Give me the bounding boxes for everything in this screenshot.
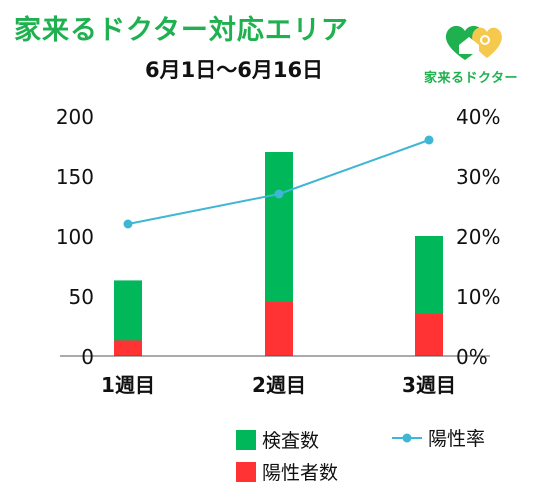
positivity-rate-point-1 — [124, 220, 133, 229]
legend-label-rate: 陽性率 — [428, 428, 485, 450]
positivity-rate-point-2 — [275, 190, 284, 199]
positivity-rate-point-3 — [425, 136, 434, 145]
bar-positives-1 — [114, 340, 142, 356]
y-right-tick: 0% — [456, 345, 488, 369]
bar-positives-3 — [415, 314, 443, 356]
y-left-tick: 0 — [81, 345, 94, 369]
x-category-label: 2週目 — [252, 373, 306, 397]
x-category-label: 1週目 — [101, 373, 155, 397]
legend-label-tests: 検査数 — [262, 430, 319, 452]
y-right-tick: 40% — [456, 105, 500, 129]
y-left-tick: 150 — [56, 165, 94, 189]
legend-swatch-rate-point — [403, 434, 412, 443]
y-left-tick: 50 — [69, 285, 94, 309]
y-left-tick: 200 — [56, 105, 94, 129]
y-right-tick: 10% — [456, 285, 500, 309]
bar-positives-2 — [265, 302, 293, 356]
y-right-tick: 20% — [456, 225, 500, 249]
legend-swatch-positives — [236, 462, 256, 482]
legend-swatch-tests — [236, 430, 256, 450]
x-category-label: 3週目 — [402, 373, 456, 397]
y-left-tick: 100 — [56, 225, 94, 249]
y-right-tick: 30% — [456, 165, 500, 189]
legend-label-positives: 陽性者数 — [262, 462, 338, 484]
